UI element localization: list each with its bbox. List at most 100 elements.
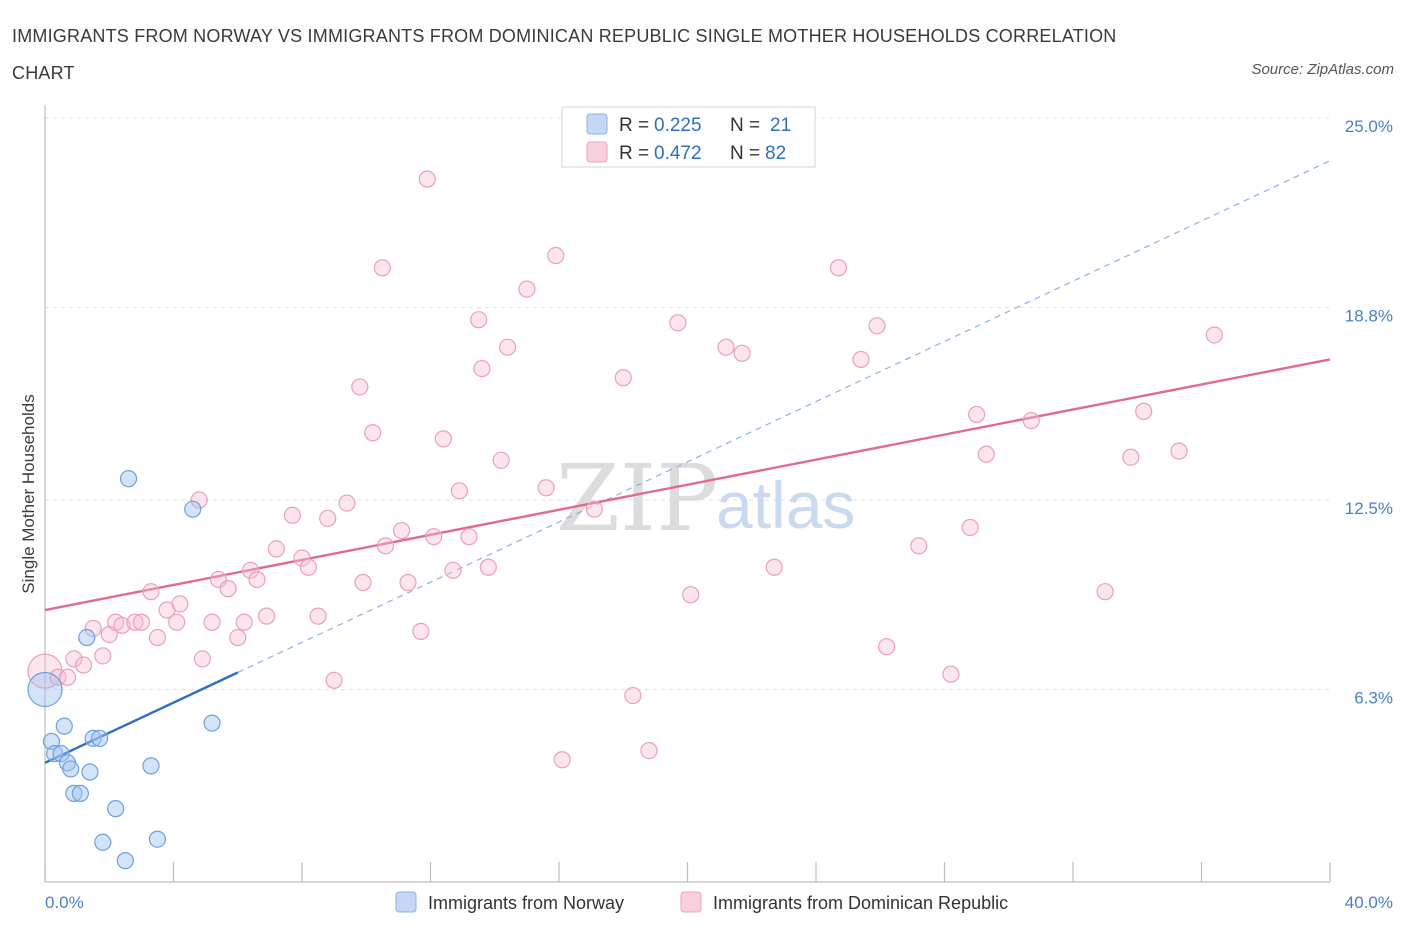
legend-n-value-norway: 21 <box>770 115 791 136</box>
legend-r-label-norway: R = <box>619 115 649 136</box>
point-dominican <box>299 558 318 576</box>
point-norway <box>107 800 125 818</box>
trend-line-dominican <box>44 358 1331 612</box>
point-dominican <box>910 537 928 555</box>
point-dominican <box>977 445 995 463</box>
point-dominican <box>537 479 555 497</box>
legend-swatch-dominican <box>586 141 608 163</box>
point-dominican <box>235 613 253 631</box>
y-tick-label: 18.8% <box>1345 306 1393 325</box>
trend-line-norway-extension <box>237 160 1331 674</box>
point-dominican <box>1170 442 1188 460</box>
point-dominican <box>444 561 462 579</box>
point-dominican <box>142 583 160 601</box>
point-norway <box>91 729 109 747</box>
point-dominican <box>852 350 870 369</box>
series-legend-swatch-norway <box>395 891 417 913</box>
point-dominican <box>1205 326 1223 344</box>
legend-r-label-dominican: R = <box>619 143 649 164</box>
point-dominican <box>193 650 212 668</box>
chart-title: IMMIGRANTS FROM NORWAY VS IMMIGRANTS FRO… <box>12 26 1117 83</box>
series-legend: Immigrants from Norway Immigrants from D… <box>395 891 1008 913</box>
point-dominican <box>248 570 266 589</box>
point-dominican <box>717 338 735 356</box>
point-norway <box>184 500 202 518</box>
point-dominican <box>1135 402 1153 420</box>
y-tick-label: 6.3% <box>1354 688 1393 707</box>
y-tick-labels: 6.3% 12.5% 18.8% 25.0% <box>1345 117 1393 707</box>
point-norway <box>71 784 89 802</box>
point-norway <box>62 760 80 778</box>
point-dominican <box>868 317 886 335</box>
point-dominican <box>470 311 488 329</box>
point-dominican <box>418 170 436 188</box>
point-dominican <box>968 405 986 424</box>
point-dominican <box>351 378 369 396</box>
watermark-atlas: atlas <box>716 468 855 542</box>
point-dominican <box>84 619 102 637</box>
legend-n-label-norway: N = <box>730 115 760 136</box>
point-norway <box>94 833 112 851</box>
point-dominican <box>1096 583 1114 601</box>
point-norway <box>27 671 63 708</box>
point-dominican <box>450 482 469 500</box>
point-dominican <box>49 668 67 686</box>
point-dominican <box>373 259 391 277</box>
point-dominican <box>585 500 603 518</box>
correlation-legend: R = 0.225 N = 21 R = 0.472 N = 82 <box>561 106 816 168</box>
point-dominican <box>553 751 571 769</box>
trend-lines <box>44 160 1331 764</box>
y-tick-label: 25.0% <box>1345 117 1393 136</box>
point-dominican <box>829 259 848 277</box>
point-dominican <box>961 518 979 537</box>
point-dominican <box>148 628 167 647</box>
source-credit: Source: ZipAtlas.com <box>1251 61 1394 78</box>
point-dominican <box>682 586 700 604</box>
point-dominican <box>126 613 144 631</box>
x-tick-label-max: 40.0% <box>1345 893 1393 912</box>
grid-lines <box>45 117 1330 690</box>
point-dominican <box>547 246 565 265</box>
point-norway <box>52 745 70 763</box>
point-dominican <box>94 647 112 665</box>
point-norway <box>65 784 83 802</box>
point-dominican <box>765 558 783 576</box>
point-dominican <box>190 491 208 509</box>
y-axis-label: Single Mother Households <box>19 394 38 593</box>
point-dominican <box>219 580 237 598</box>
y-tick-label: 12.5% <box>1345 499 1393 518</box>
point-dominican <box>492 451 510 469</box>
point-dominican <box>376 537 395 555</box>
point-dominican <box>354 573 372 592</box>
point-dominican <box>640 741 658 760</box>
legend-n-value-dominican: 82 <box>765 143 786 164</box>
trend-line-norway <box>44 671 239 764</box>
point-norway <box>46 745 64 763</box>
point-dominican <box>624 686 642 705</box>
point-dominican <box>258 607 276 625</box>
point-dominican <box>392 521 411 540</box>
point-dominican <box>479 558 497 576</box>
point-norway <box>55 717 73 735</box>
legend-r-value-norway: 0.225 <box>654 115 702 136</box>
point-dominican <box>319 509 337 527</box>
point-norway <box>78 628 96 647</box>
point-norway <box>119 470 138 488</box>
point-dominican <box>1022 411 1040 430</box>
point-norway <box>142 757 160 775</box>
point-dominican <box>499 338 517 356</box>
point-dominican <box>171 595 189 613</box>
series-legend-label-norway: Immigrants from Norway <box>428 893 624 913</box>
data-points <box>27 170 1223 870</box>
watermark-zip: ZIP <box>556 445 718 552</box>
legend-r-value-dominican: 0.472 <box>654 143 702 164</box>
x-axis-ticks <box>44 862 1331 882</box>
point-dominican <box>283 506 301 524</box>
point-norway <box>116 852 134 870</box>
point-dominican <box>518 280 536 298</box>
point-dominican <box>733 344 751 362</box>
point-dominican <box>309 607 327 625</box>
point-norway <box>81 763 99 781</box>
point-dominican <box>473 359 491 378</box>
